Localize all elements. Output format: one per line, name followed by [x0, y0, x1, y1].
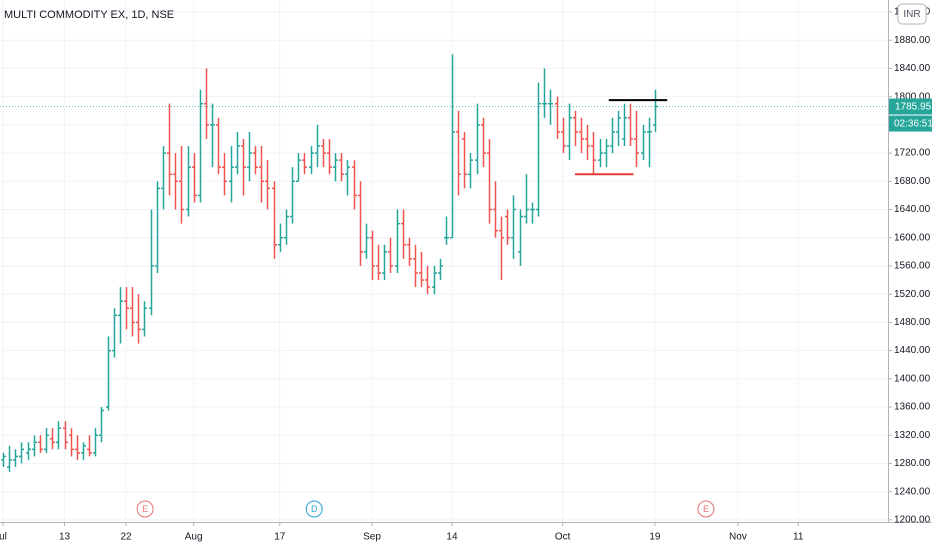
countdown-box [889, 115, 932, 132]
y-tick-label: 1320.00 [894, 430, 931, 441]
x-tick-label: 11 [793, 532, 804, 543]
y-tick-label: 1600.00 [894, 232, 931, 243]
y-tick-label: 1440.00 [894, 345, 931, 356]
currency[interactable]: INR [903, 9, 920, 20]
countdown: 02:36:51 [894, 119, 932, 130]
x-tick-label: Oct [555, 532, 571, 543]
last-price-box [889, 98, 932, 115]
x-tick-label: Sep [363, 532, 381, 543]
x-tick-label: ul [0, 532, 7, 543]
y-tick-label: 1520.00 [894, 289, 931, 300]
x-tick-label: Nov [729, 532, 747, 543]
y-tick-label: 1680.00 [894, 176, 931, 187]
event-marker [136, 500, 154, 518]
y-tick-label: 1560.00 [894, 261, 931, 272]
y-tick-label: 1640.00 [894, 204, 931, 215]
y-tick-label: 1360.00 [894, 402, 931, 413]
y-tick-label: 1240.00 [894, 486, 931, 497]
event-label: E [703, 504, 709, 514]
y-tick-label: 1720.00 [894, 148, 931, 159]
event-label: E [142, 504, 148, 514]
event-label: D [311, 504, 318, 514]
y-tick-label: 1880.00 [894, 35, 931, 46]
chart-title: MULTI COMMODITY EX, 1D, NSE [4, 9, 174, 21]
y-tick-label: 1200.00 [894, 515, 931, 526]
axes: 1200.00 1240.00 1280.00 1320.00 1360.00 1400.… [0, 7, 932, 543]
x-tick-label: Aug [185, 532, 203, 543]
y-tick-label: 1840.00 [894, 63, 931, 74]
x-tick-label: 17 [274, 532, 286, 543]
event-marker [697, 500, 715, 518]
currency-box[interactable] [897, 3, 927, 25]
x-tick-label: 14 [446, 532, 458, 543]
event-marker [305, 500, 323, 518]
y-tick-label: 1480.00 [894, 317, 931, 328]
price-axis-panel [888, 0, 932, 550]
last-price-label: 1785.95 [895, 102, 932, 113]
y-tick-label: 1800.00 [894, 91, 931, 102]
x-tick-label: 19 [649, 532, 661, 543]
x-tick-label: 22 [120, 532, 132, 543]
x-tick-label: 13 [59, 532, 71, 543]
y-tick-label: 1280.00 [894, 458, 931, 469]
y-tick-label: 1400.00 [894, 373, 931, 384]
